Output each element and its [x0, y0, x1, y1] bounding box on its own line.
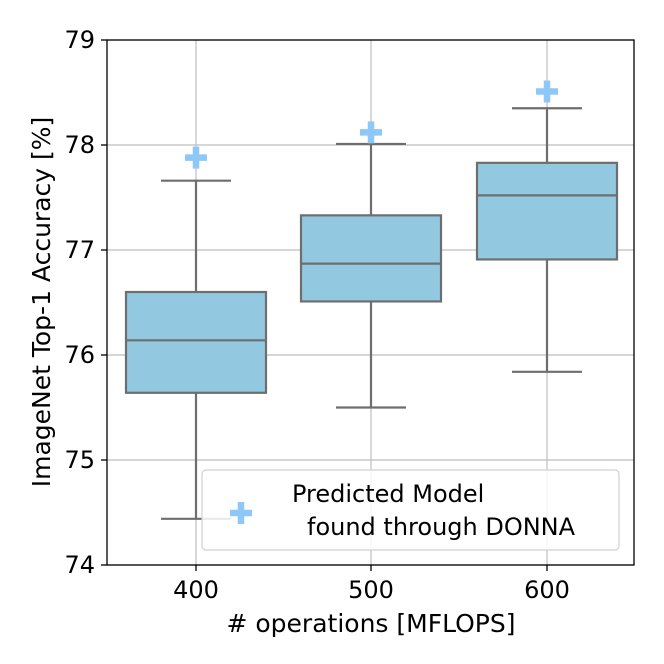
predicted-marker-500 [360, 121, 382, 144]
box-body-400 [124, 290, 268, 394]
predicted-marker-400 [185, 146, 207, 169]
y-tick-label-74: 74 [64, 551, 95, 579]
x-tick-label-400: 400 [173, 576, 219, 604]
y-tick-label-78: 78 [64, 131, 95, 159]
legend-line-1: Predicted Model [292, 480, 484, 508]
y-tick-label-77: 77 [64, 236, 95, 264]
box-400 [124, 179, 268, 520]
y-tick-label-79: 79 [64, 26, 95, 54]
legend-plus-icon [230, 502, 252, 524]
legend-marker-icon [230, 502, 252, 524]
box-500 [299, 142, 443, 409]
predicted-markers [185, 80, 558, 169]
y-axis-label: ImageNet Top-1 Accuracy [%] [27, 117, 56, 488]
x-tick-label-600: 600 [524, 576, 570, 604]
predicted-marker-600 [536, 80, 558, 103]
y-tick-label-75: 75 [64, 446, 95, 474]
legend-box [201, 469, 620, 551]
box-plots [124, 107, 619, 520]
x-tick-label-500: 500 [348, 576, 394, 604]
legend-line-2: found through DONNA [307, 513, 576, 541]
axis-ticks: 74 75 76 77 78 79 400 500 600 [64, 26, 569, 604]
y-tick-label-76: 76 [64, 341, 95, 369]
legend: Predicted Model found through DONNA [201, 469, 620, 551]
box-body-600 [475, 161, 619, 261]
x-axis-label: # operations [MFLOPS] [226, 609, 515, 638]
box-body-500 [299, 214, 443, 303]
box-600 [475, 107, 619, 373]
